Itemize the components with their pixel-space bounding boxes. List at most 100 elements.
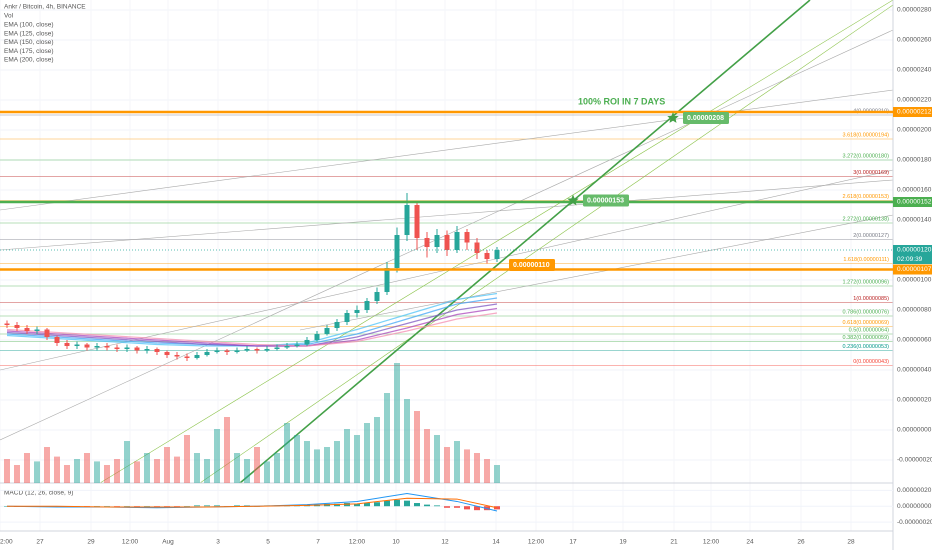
- target-box: [509, 259, 555, 272]
- fib-label: 3.618(0.00000194): [843, 132, 890, 138]
- candle-body: [494, 250, 500, 260]
- fib-label: 0.786(0.00000076): [843, 309, 890, 315]
- volume-bar: [34, 461, 40, 483]
- candle-body: [214, 350, 220, 353]
- volume-bar: [244, 459, 250, 483]
- candle-body: [44, 329, 50, 338]
- volume-bar: [94, 461, 100, 483]
- volume-bar: [144, 453, 150, 483]
- candle-body: [484, 253, 490, 260]
- volume-bar: [334, 441, 340, 483]
- candle-body: [444, 235, 450, 251]
- candle-body: [224, 350, 230, 353]
- macd-histogram-bar: [384, 500, 390, 507]
- y-tick-label: 0.00000180: [897, 157, 932, 164]
- candle-body: [254, 349, 260, 351]
- macd-histogram-bar: [494, 506, 500, 510]
- volume-bar: [264, 461, 270, 483]
- candle-body: [454, 232, 460, 251]
- volume-bar: [304, 441, 310, 483]
- volume-bar: [104, 465, 110, 483]
- x-tick-label: 12: [441, 539, 449, 546]
- ema-line: [6, 312, 498, 347]
- x-tick-label: 26: [797, 539, 805, 546]
- candle-body: [314, 334, 320, 341]
- fib-label: 2.272(0.00000138): [843, 216, 890, 222]
- fib-label: 0.618(0.00000069): [843, 320, 890, 326]
- countdown: 02:09:39: [897, 256, 923, 263]
- volume-bar: [284, 423, 290, 483]
- volume-bar: [84, 453, 90, 483]
- macd-histogram-bar: [234, 505, 240, 507]
- volume-bar: [314, 449, 320, 483]
- candle-body: [294, 344, 300, 347]
- macd-histogram-bar: [104, 506, 110, 507]
- macd-histogram-bar: [194, 505, 200, 507]
- fib-label: 2.618(0.00000153): [843, 194, 890, 200]
- candle-body: [24, 328, 30, 332]
- volume-bar: [164, 447, 170, 483]
- target-label: 0.00000208: [687, 115, 724, 122]
- macd-histogram-bar: [394, 499, 400, 507]
- annotation: 100% ROI IN 7 DAYS: [578, 96, 665, 106]
- y-tick-label: 0.00000100: [897, 277, 932, 284]
- ema-legend: EMA (125, close): [4, 30, 54, 37]
- volume-bar: [24, 453, 30, 483]
- volume-bar: [294, 435, 300, 483]
- macd-histogram-bar: [464, 506, 470, 510]
- candle-body: [404, 205, 410, 236]
- target-label: 0.00000110: [513, 262, 550, 269]
- x-tick-label: 19: [619, 539, 627, 546]
- candle-body: [34, 329, 40, 332]
- macd-histogram-bar: [454, 506, 460, 508]
- x-tick-label: 2:00: [0, 539, 13, 546]
- candle-body: [284, 346, 290, 348]
- volume-bar: [14, 465, 20, 483]
- volume-bar: [124, 441, 130, 483]
- y-tick-label: 0.00000220: [897, 97, 932, 104]
- fib-label: 3.272(0.00000180): [843, 153, 890, 159]
- macd-histogram-bar: [424, 504, 430, 507]
- price-tag-label: 0.00000107: [897, 266, 932, 273]
- volume-bar: [204, 459, 210, 483]
- volume-bar: [154, 459, 160, 483]
- candle-body: [394, 235, 400, 269]
- candle-body: [384, 268, 390, 293]
- candle-body: [274, 347, 280, 350]
- candle-body: [324, 328, 330, 335]
- ema-legend: EMA (100, close): [4, 22, 54, 29]
- volume-bar: [114, 459, 120, 483]
- fib-label: 3(0.00000169): [853, 170, 889, 176]
- macd-title: MACD (12, 26, close, 9): [4, 490, 73, 497]
- volume-bar: [434, 435, 440, 483]
- volume-bar: [374, 417, 380, 483]
- x-tick-label: Aug: [162, 539, 174, 546]
- y-tick-label: 0.00000280: [897, 7, 932, 14]
- macd-histogram-bar: [204, 505, 210, 507]
- macd-histogram-bar: [444, 506, 450, 508]
- price-tag-box: [893, 264, 932, 275]
- price-tag-label: 0.00000212: [897, 109, 932, 116]
- macd-histogram-bar: [374, 502, 380, 507]
- candle-body: [434, 235, 440, 248]
- price-tag-box: [893, 107, 932, 118]
- macd-histogram-bar: [404, 500, 410, 507]
- volume-bar: [214, 429, 220, 483]
- volume-bar: [324, 447, 330, 483]
- x-tick-label: 5: [266, 539, 270, 546]
- star-icon: [567, 194, 579, 206]
- x-tick-label: 12:00: [349, 539, 366, 546]
- fib-label: 0(0.00000043): [853, 359, 889, 365]
- macd-histogram-bar: [354, 503, 360, 507]
- price-tag-label: 0.00000152: [897, 199, 932, 206]
- macd-histogram-bar: [214, 505, 220, 507]
- y-tick-label: 0.00000040: [897, 367, 932, 374]
- candle-body: [64, 343, 70, 347]
- volume-bar: [274, 453, 280, 483]
- countdown-box: [893, 255, 932, 265]
- fib-label: 0.5(0.00000064): [849, 327, 890, 333]
- volume-bar: [184, 435, 190, 483]
- x-tick-label: 21: [670, 539, 678, 546]
- volume-legend: Vol: [4, 13, 14, 20]
